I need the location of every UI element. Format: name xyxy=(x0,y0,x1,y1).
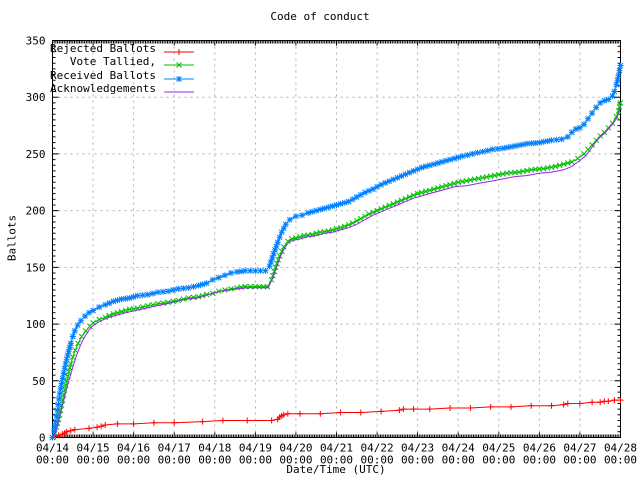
x-tick-time-label: 00:00 xyxy=(361,454,394,467)
x-tick-date-label: 04/25 xyxy=(482,442,515,455)
y-tick-label: 300 xyxy=(26,91,46,104)
x-tick-time-label: 00:00 xyxy=(158,454,191,467)
y-tick-label: 250 xyxy=(26,148,46,161)
x-tick-date-label: 04/26 xyxy=(523,442,556,455)
plot-border xyxy=(52,40,621,438)
legend: Rejected Ballots Vote Tallied, Received … xyxy=(50,42,196,96)
chart-title: Code of conduct xyxy=(270,10,370,23)
x-tick-time-label: 00:00 xyxy=(442,454,475,467)
x-tick-time-label: 00:00 xyxy=(482,454,515,467)
x-tick-time-label: 00:00 xyxy=(198,454,231,467)
x-tick-date-label: 04/15 xyxy=(77,442,110,455)
x-tick-time-label: 00:00 xyxy=(279,454,312,467)
x-tick-time-label: 00:00 xyxy=(320,454,353,467)
y-axis-label: Ballots xyxy=(5,214,19,262)
x-tick-date-label: 04/27 xyxy=(563,442,596,455)
legend-entry-rejected-ballots: Rejected Ballots xyxy=(50,42,196,56)
legend-label-vote-tallied: Vote Tallied, xyxy=(69,55,156,69)
x-tick-time-label: 00:00 xyxy=(604,454,637,467)
y-tick-label: 150 xyxy=(26,261,46,274)
x-tick-date-label: 04/14 xyxy=(36,442,69,455)
legend-label-rejected-ballots: Rejected Ballots xyxy=(50,41,156,55)
legend-entry-vote-tallied: Vote Tallied, xyxy=(50,56,196,70)
y-tick-label: 100 xyxy=(26,318,46,331)
legend-label-acknowledgements: Acknowledgements xyxy=(50,82,156,96)
legend-sample-line-tallied xyxy=(162,56,196,69)
x-tick-date-label: 04/24 xyxy=(442,442,475,455)
legend-entry-received-ballots: Received Ballots xyxy=(50,69,196,83)
x-tick-time-label: 00:00 xyxy=(563,454,596,467)
x-tick-date-label: 04/19 xyxy=(239,442,272,455)
x-tick-date-label: 04/21 xyxy=(320,442,353,455)
x-tick-time-label: 00:00 xyxy=(523,454,556,467)
y-tick-label: 50 xyxy=(32,375,45,388)
x-tick-date-label: 04/18 xyxy=(198,442,231,455)
x-tick-date-label: 04/22 xyxy=(361,442,394,455)
x-tick-date-label: 04/20 xyxy=(279,442,312,455)
legend-sample-line-rejected xyxy=(162,43,196,55)
grid-lines xyxy=(52,40,621,438)
series-line-3 xyxy=(52,106,621,438)
x-tick-time-label: 00:00 xyxy=(401,454,434,467)
legend-sample-glyph xyxy=(164,62,194,69)
x-tick-date-label: 04/28 xyxy=(604,442,637,455)
legend-label-received-ballots: Received Ballots xyxy=(50,68,156,82)
legend-entry-acknowledgements: Acknowledgements xyxy=(50,83,196,97)
x-axis-label: Date/Time (UTC) xyxy=(286,463,386,476)
x-tick-time-label: 00:00 xyxy=(117,454,150,467)
x-tick-time-label: 00:00 xyxy=(36,454,69,467)
x-tick-time-label: 00:00 xyxy=(239,454,272,467)
y-tick-label: 0 xyxy=(39,432,46,445)
x-tick-date-label: 04/16 xyxy=(117,442,150,455)
legend-sample-line-received xyxy=(162,70,196,82)
y-tick-label: 350 xyxy=(26,35,46,48)
legend-sample-glyph xyxy=(164,75,194,82)
x-tick-date-label: 04/17 xyxy=(158,442,191,455)
legend-sample-line-acknowledgements xyxy=(162,83,196,95)
legend-sample-glyph xyxy=(164,48,194,55)
x-tick-time-label: 00:00 xyxy=(77,454,110,467)
x-tick-date-label: 04/23 xyxy=(401,442,434,455)
y-tick-label: 200 xyxy=(26,205,46,218)
